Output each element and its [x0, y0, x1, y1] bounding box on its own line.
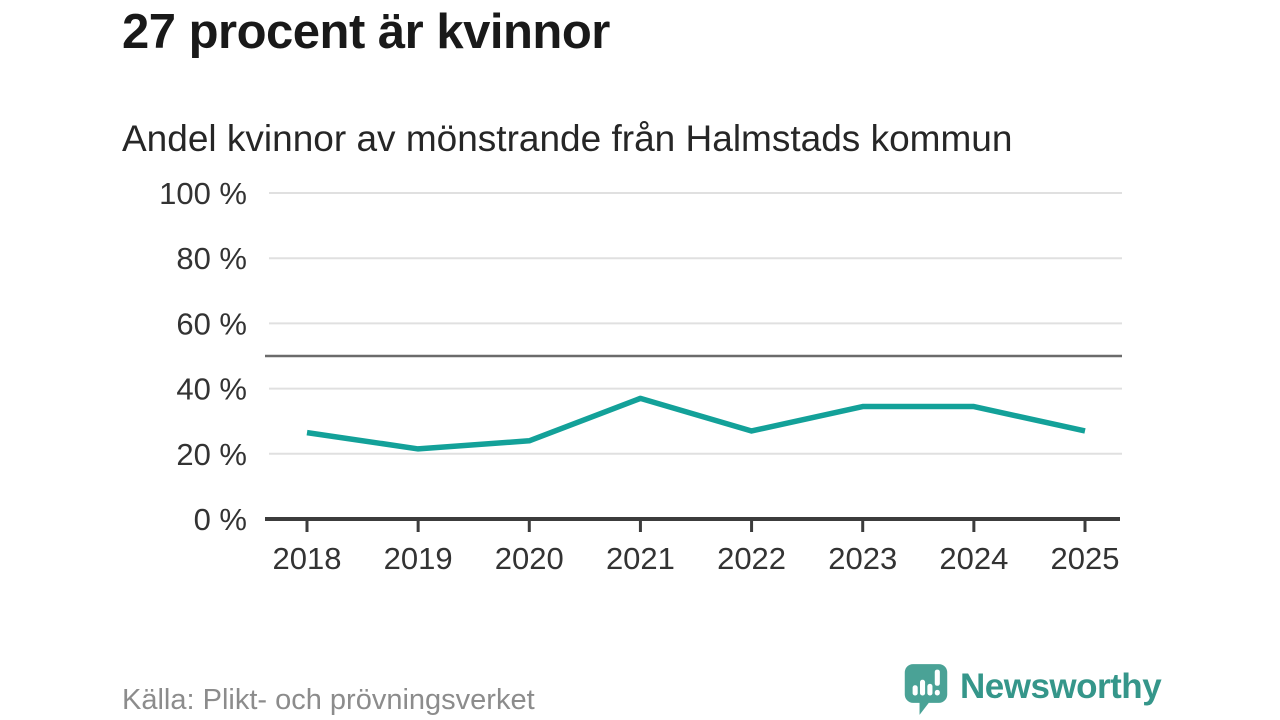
- page-title: 27 procent är kvinnor: [122, 5, 610, 59]
- source-credit: Källa: Plikt- och prövningsverket: [122, 684, 535, 716]
- line-chart-canvas: 0 % 20 % 40 % 60 % 80 % 100 % 2018 2019 2020 2021…: [159, 176, 1122, 576]
- x-tick-label-2023: 2023: [828, 541, 897, 576]
- y-tick-label-60: 60 %: [176, 306, 247, 341]
- newsworthy-logo: Newsworthy: [902, 662, 1162, 716]
- x-tick-label-2020: 2020: [495, 541, 564, 576]
- newsworthy-wordmark: Newsworthy: [960, 667, 1162, 706]
- x-tick-label-2019: 2019: [384, 541, 453, 576]
- chart-subtitle: Andel kvinnor av mönstrande från Halmsta…: [122, 118, 1013, 159]
- y-tick-label-40: 40 %: [176, 372, 247, 407]
- x-tick-label-2024: 2024: [939, 541, 1008, 576]
- x-tick-label-2022: 2022: [717, 541, 786, 576]
- y-tick-label-100: 100 %: [159, 176, 247, 211]
- y-tick-label-20: 20 %: [176, 437, 247, 472]
- x-tick-label-2018: 2018: [273, 541, 342, 576]
- x-tick-label-2021: 2021: [606, 541, 675, 576]
- data-line-andel-kvinnor: [306, 395, 1086, 452]
- y-tick-label-80: 80 %: [176, 241, 247, 276]
- newsworthy-bubble-chart-icon: [904, 664, 948, 715]
- y-tick-label-0: 0 %: [194, 502, 247, 537]
- x-tick-label-2025: 2025: [1051, 541, 1120, 576]
